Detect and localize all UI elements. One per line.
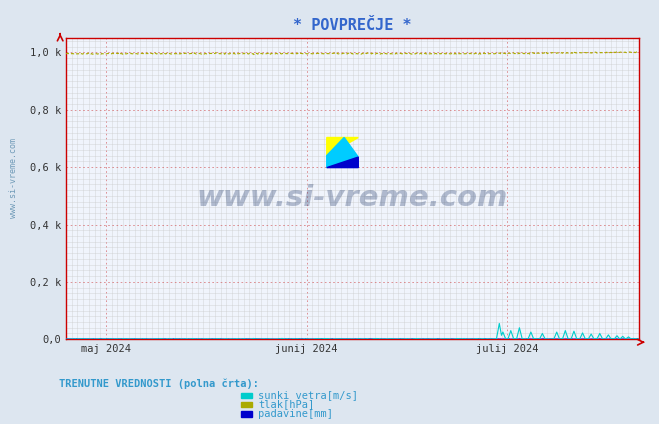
Text: www.si-vreme.com: www.si-vreme.com bbox=[197, 184, 508, 212]
Polygon shape bbox=[327, 137, 358, 156]
Text: padavine[mm]: padavine[mm] bbox=[258, 409, 333, 419]
Title: * POVPREČJE *: * POVPREČJE * bbox=[293, 18, 412, 33]
Text: TRENUTNE VREDNOSTI (polna črta):: TRENUTNE VREDNOSTI (polna črta): bbox=[59, 378, 259, 389]
Text: www.si-vreme.com: www.si-vreme.com bbox=[9, 138, 18, 218]
Text: tlak[hPa]: tlak[hPa] bbox=[258, 399, 314, 410]
Text: sunki vetra[m/s]: sunki vetra[m/s] bbox=[258, 390, 358, 400]
Polygon shape bbox=[327, 157, 358, 167]
Polygon shape bbox=[327, 137, 358, 167]
